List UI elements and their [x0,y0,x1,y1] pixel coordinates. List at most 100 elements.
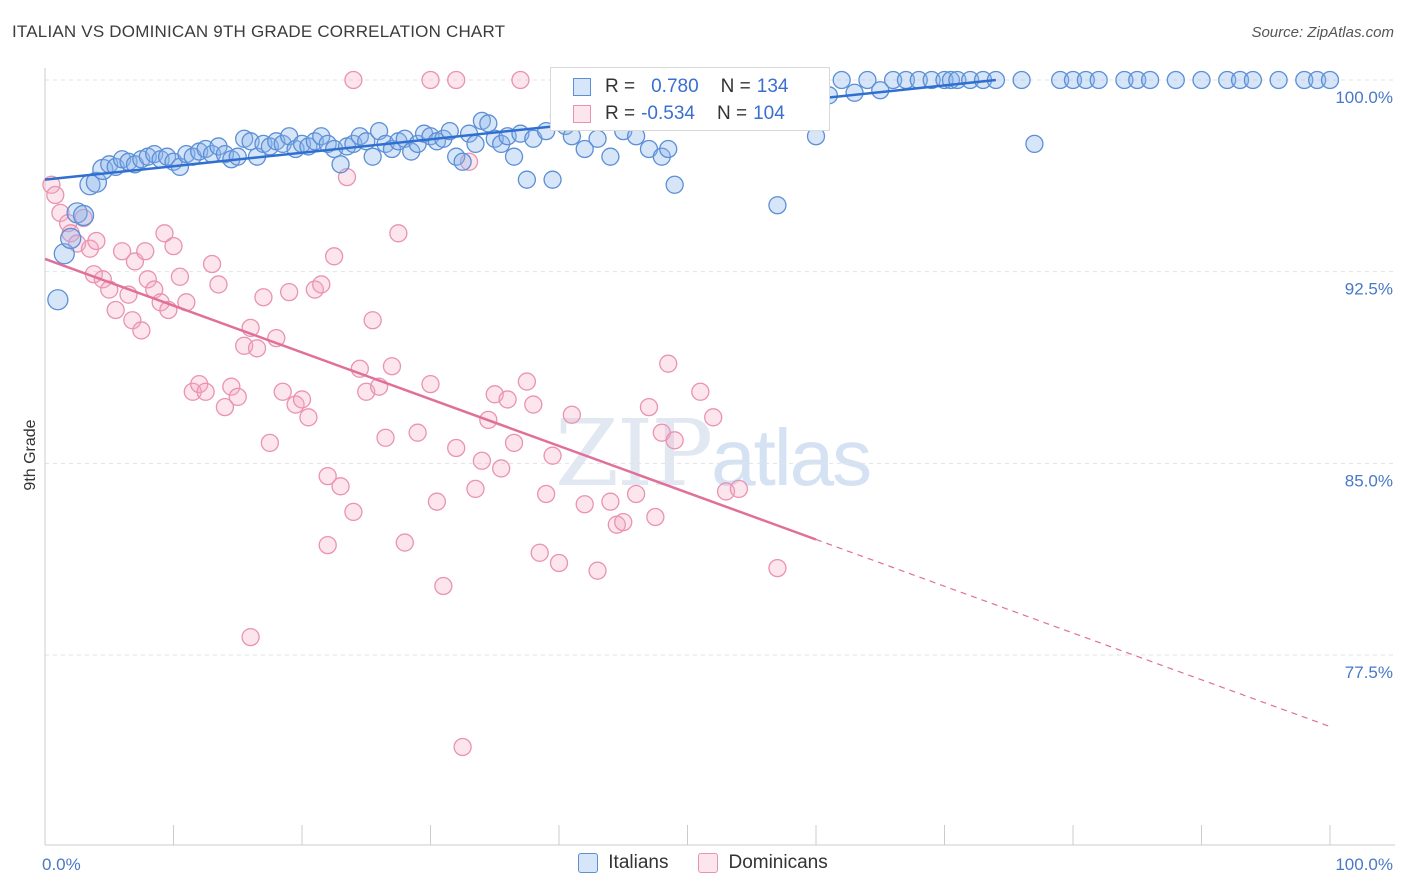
y-tick-label: 85.0% [1345,471,1393,490]
trend-lines [44,78,1331,728]
italians-point [832,70,851,90]
dominicans-point [202,254,222,274]
italians-point [1025,134,1044,154]
italians-n-label: N = [720,76,751,97]
dominicans-point [376,428,395,447]
dominicans-point [292,390,312,409]
italians-point [1128,70,1147,90]
italians-n-value: 134 [756,76,789,97]
italians-point [1076,70,1095,90]
dominicans-point [447,70,466,90]
dominicans-point [453,737,472,757]
italians-point [47,289,69,311]
dominicans-legend-swatch [698,853,719,873]
dominicans-point [260,433,280,453]
y-tick-label: 100.0% [1335,88,1393,107]
dominicans-point [492,459,511,478]
italians-point [1230,70,1250,90]
italians-point [1320,70,1340,90]
dominicans-point [106,300,125,320]
y-tick-label: 92.5% [1345,280,1393,299]
italians-point [922,70,941,90]
italians-point [228,147,247,166]
dominicans-point [132,321,151,340]
italians-point [466,134,485,154]
dominicans-point [408,423,427,442]
italians-point [1243,70,1263,90]
dominicans-point [123,311,142,330]
dominicans-point [363,311,382,330]
dominicans-trend-extension [815,538,1331,728]
dominicans-point [472,451,492,470]
dominicans-point [273,382,292,401]
italians-point [543,170,562,189]
italians-point [768,196,787,215]
italians-point [363,147,382,166]
axes [44,68,1395,846]
dominicans-point [504,433,524,453]
dominicans-point [324,247,344,266]
dominicans-point [215,397,235,417]
dominicans-point [517,372,537,391]
source-label: Source: ZipAtlas.com [1251,24,1394,41]
watermark-atlas: atlas [711,413,872,502]
dominicans-point [254,288,273,307]
dominicans-point [601,492,620,511]
italians-point [588,129,607,148]
italians-point [72,204,95,227]
dominicans-point [138,270,157,289]
dominicans-point [427,492,447,511]
dominicans-point [151,293,170,312]
x-tick-label-max: 100.0% [1335,855,1393,874]
italians-point [1051,70,1070,90]
dominicans-point [241,627,260,647]
dominicans-point [729,479,749,499]
italians-point [575,139,594,159]
dominicans-point [209,275,228,294]
italians-swatch [573,78,591,96]
legend-item-dominicans: Dominicans [698,852,828,874]
dominicans-point [46,185,65,205]
dominicans-point [626,484,646,504]
dominicans-point [524,395,543,414]
dominicans-n-label: N = [716,103,748,124]
dominicans-r-value: -0.534 [641,103,695,124]
dominicans-point [614,512,633,532]
dominicans-point [768,558,787,578]
dominicans-point [228,387,247,407]
dominicans-point [382,357,402,376]
dominicans-swatch [573,105,591,123]
dominicans-point [344,502,363,522]
italians-point [858,70,877,90]
dominicans-point [389,224,408,243]
dominicans-point [222,377,241,396]
italians-r-label: R = [605,76,636,97]
dominicans-point [247,339,267,358]
italians-point [845,83,864,102]
y-tick-label: 77.5% [1345,663,1393,682]
dominicans-point [646,507,665,527]
dominicans-legend-label: Dominicans [728,852,828,873]
italians-point [60,227,82,250]
dominicans-point [299,408,318,427]
dominicans-point [498,390,517,409]
dominicans-point [395,533,414,552]
italians-point [479,114,498,133]
dominicans-point [530,543,549,562]
italians-point [1089,70,1108,90]
italians-legend-swatch [578,853,599,873]
italians-point [331,155,350,174]
y-axis-label: 9th Grade [22,419,39,490]
dominicans-point [575,495,594,514]
dominicans-point [318,535,337,555]
dominicans-point [170,267,190,286]
italians-point [1115,70,1134,90]
dominicans-r-label: R = [605,103,636,124]
stats-legend: R = 0.780 N = 134 R = -0.534 N = 104 [550,67,830,131]
italians-point [1192,70,1211,90]
italians-point [883,70,903,90]
dominicans-point [434,576,453,596]
dominicans-point [318,466,337,486]
dominicans-point [562,405,581,424]
legend-row-italians: R = 0.780 N = 134 [573,74,788,100]
